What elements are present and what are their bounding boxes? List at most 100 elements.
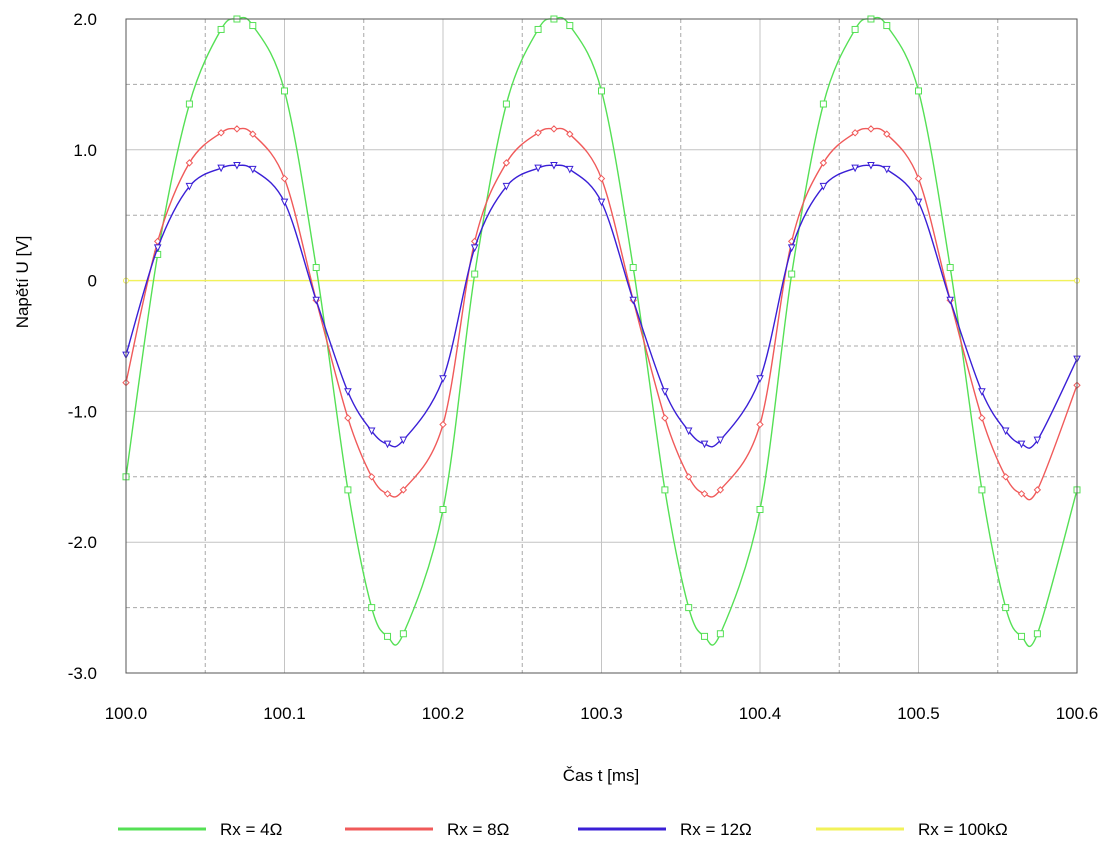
grid	[125, 18, 1078, 674]
data-point	[629, 264, 637, 272]
data-point	[597, 198, 606, 207]
data-point	[946, 264, 954, 272]
data-point	[534, 129, 542, 137]
axes: 100.0 100.1 100.2 100.3 100.4 100.5 100.6 2.0 1.…	[68, 10, 1099, 723]
data-point	[534, 25, 542, 33]
data-point	[978, 486, 986, 494]
data-point	[534, 164, 542, 173]
data-point	[367, 427, 376, 436]
data-point	[566, 22, 574, 30]
data-point	[384, 632, 392, 640]
data-point	[383, 440, 392, 449]
data-point	[550, 125, 558, 133]
data-point	[716, 486, 725, 494]
y-tick-label: -3.0	[68, 664, 97, 683]
data-point	[565, 165, 574, 174]
series-layer	[122, 15, 1081, 648]
data-point	[661, 486, 669, 494]
data-point	[185, 182, 194, 191]
data-point	[280, 174, 289, 183]
data-point	[756, 506, 764, 513]
data-point	[1017, 440, 1026, 449]
data-point	[700, 490, 709, 498]
data-point	[946, 296, 955, 305]
data-point	[1018, 632, 1026, 640]
data-point	[1002, 604, 1010, 612]
data-point	[851, 25, 859, 33]
data-point	[383, 490, 392, 498]
data-point	[914, 198, 923, 207]
data-point	[819, 182, 828, 191]
legend-item: Rx = 12Ω	[578, 820, 752, 839]
x-tick-label: 100.0	[105, 704, 148, 723]
data-point	[867, 125, 875, 133]
data-point	[470, 244, 479, 253]
data-point	[661, 388, 669, 396]
legend-label: Rx = 4Ω	[220, 820, 282, 839]
data-point	[153, 244, 162, 253]
x-tick-label: 100.1	[263, 704, 306, 723]
data-point	[1033, 436, 1042, 445]
data-point	[217, 25, 225, 33]
data-point	[716, 630, 724, 638]
data-point	[185, 159, 194, 167]
data-point	[439, 420, 447, 429]
series-2	[122, 161, 1081, 449]
data-point	[344, 486, 352, 494]
plot-frame	[125, 18, 1078, 674]
data-point	[566, 130, 574, 138]
series-line	[125, 164, 1078, 449]
data-point	[629, 296, 638, 305]
y-tick-label: 2.0	[73, 10, 97, 29]
series-1	[122, 125, 1081, 501]
data-point	[217, 164, 225, 173]
x-tick-label: 100.6	[1056, 704, 1099, 723]
data-point	[502, 159, 511, 167]
data-point	[598, 87, 605, 95]
data-point	[344, 388, 352, 396]
data-point	[978, 414, 986, 422]
data-point	[915, 87, 922, 95]
data-point	[399, 436, 408, 445]
data-point	[684, 427, 693, 436]
data-point	[851, 164, 859, 173]
y-tick-label: 0	[88, 272, 97, 291]
data-point	[756, 375, 764, 383]
data-point	[399, 486, 408, 494]
data-point	[914, 174, 923, 183]
data-point	[1033, 486, 1042, 494]
legend-label: Rx = 12Ω	[680, 820, 752, 839]
data-point	[502, 182, 511, 191]
data-point	[819, 159, 828, 167]
data-point	[978, 388, 986, 396]
data-point	[439, 506, 447, 513]
legend-item: Rx = 100kΩ	[816, 820, 1008, 839]
data-point	[787, 244, 796, 253]
data-point	[788, 270, 796, 278]
data-point	[1033, 630, 1041, 638]
data-point	[883, 130, 891, 138]
data-point	[217, 129, 225, 137]
data-point	[439, 375, 447, 383]
data-point	[312, 264, 320, 272]
data-point	[1017, 490, 1026, 498]
legend-label: Rx = 100kΩ	[918, 820, 1008, 839]
x-tick-label: 100.3	[580, 704, 623, 723]
y-tick-label: 1.0	[73, 141, 97, 160]
data-point	[471, 270, 479, 278]
data-point	[867, 161, 875, 170]
data-point	[312, 296, 321, 305]
data-point	[882, 165, 891, 174]
data-point	[280, 198, 289, 207]
data-point	[550, 161, 558, 170]
data-point	[249, 22, 257, 30]
data-point	[502, 100, 510, 108]
data-point	[249, 130, 257, 138]
series-line	[125, 16, 1078, 648]
data-point	[701, 632, 709, 640]
series-0	[122, 15, 1081, 648]
data-point	[685, 604, 693, 612]
data-point	[281, 87, 288, 95]
data-point	[716, 436, 725, 445]
y-tick-label: -2.0	[68, 533, 97, 552]
